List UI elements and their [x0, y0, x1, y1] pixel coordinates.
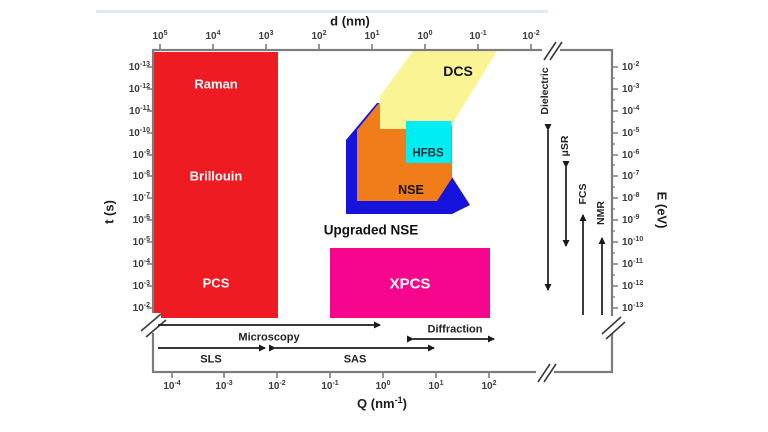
raman-region-label: Raman	[194, 76, 238, 92]
top-axis-title: d (nm)	[330, 13, 370, 29]
left-tick-label: 10-5	[132, 235, 150, 249]
top-tick-label: 105	[152, 29, 168, 43]
hfbs-region-shape	[406, 121, 451, 163]
dcs-region-shape	[380, 51, 497, 129]
right-tick-label: 10-7	[622, 169, 640, 183]
xpcs-region-label: XPCS	[389, 275, 431, 293]
left-tick-label: 10-10	[128, 126, 150, 140]
right-tick-label: 10-5	[622, 126, 640, 140]
bottom-tick-label: 10-4	[163, 379, 181, 393]
left-tick-label: 10-12	[128, 82, 150, 96]
right-axis-major-ticks	[612, 66, 618, 309]
bottom-axis-break-icon	[537, 363, 557, 383]
left-tick-label: 10-11	[129, 104, 150, 118]
bottom-axis-ticks	[171, 372, 490, 378]
right-tick-label: 10-6	[622, 148, 640, 162]
top-axis-ticks	[159, 44, 532, 50]
right-tick-label: 10-9	[622, 213, 640, 227]
left-axis-ticks	[147, 66, 153, 309]
top-tick-label: 104	[205, 29, 221, 43]
diffraction-range-label: Diffraction	[427, 323, 483, 336]
top-tick-label: 100	[417, 29, 433, 43]
top-tick-label: 103	[258, 29, 274, 43]
right-tick-label: 10-8	[622, 191, 640, 205]
hfbs-region-label: HFBS	[412, 147, 444, 160]
pcs-region-label: PCS	[202, 275, 230, 291]
left-tick-label: 10-13	[128, 60, 150, 74]
dcs-region-label: DCS	[443, 63, 473, 79]
xpcs-region-shape	[330, 248, 490, 318]
nse-region-label: NSE	[398, 182, 424, 197]
top-axis-break-icon	[543, 41, 563, 61]
right-axis-title: E (eV)	[654, 191, 670, 229]
left-tick-label: 10-6	[132, 213, 150, 227]
fcs-range-label: FCS	[576, 183, 589, 205]
right-tick-label: 10-4	[622, 104, 640, 118]
top-tick-label: 101	[364, 29, 380, 43]
right-tick-label: 10-11	[622, 257, 643, 271]
bottom-tick-label: 10-3	[215, 379, 233, 393]
axis-break-marks	[140, 41, 626, 383]
brillouin-region-label: Brillouin	[189, 168, 243, 184]
right-tick-label: 10-3	[622, 82, 640, 96]
right-tick-label: 10-12	[622, 279, 644, 293]
bottom-tick-label: 101	[428, 379, 444, 393]
right-tick-label: 10-2	[622, 60, 640, 74]
top-tick-label: 10-1	[469, 29, 487, 43]
left-tick-label: 10-7	[132, 191, 150, 205]
left-tick-label: 10-9	[132, 148, 150, 162]
left-tick-label: 10-3	[132, 279, 150, 293]
left-tick-label: 10-4	[132, 257, 150, 271]
dielectric-range-label: Dielectric	[538, 67, 551, 115]
bottom-tick-label: 10-1	[321, 379, 339, 393]
bottom-tick-label: 10-2	[268, 379, 286, 393]
right-tick-label: 10-10	[622, 235, 644, 249]
sas-range-label: SAS	[343, 353, 367, 366]
top-tick-label: 10-2	[522, 29, 540, 43]
upgraded-nse-region-label: Upgraded NSE	[323, 222, 419, 238]
nmr-range-label: NMR	[594, 201, 607, 225]
left-axis-break-icon	[140, 313, 167, 338]
slide-edge-artifact	[96, 10, 548, 13]
right-axis-break-icon	[601, 316, 626, 340]
sls-range-label: SLS	[200, 353, 222, 366]
left-tick-label: 10-2	[132, 301, 150, 315]
bottom-axis-title: Q (nm-1)	[357, 394, 407, 412]
bottom-tick-label: 100	[375, 379, 391, 393]
musr-range-label: μSR	[558, 135, 571, 157]
left-axis-title: t (s)	[101, 200, 117, 224]
right-axis-minor-ticks	[612, 77, 615, 298]
right-tick-label: 10-13	[622, 301, 644, 315]
microscopy-range-label: Microscopy	[238, 331, 300, 344]
raman-brillouin-pcs-region-shape	[153, 52, 278, 318]
top-tick-label: 102	[311, 29, 327, 43]
left-tick-label: 10-8	[132, 169, 150, 183]
bottom-tick-label: 102	[481, 379, 497, 393]
